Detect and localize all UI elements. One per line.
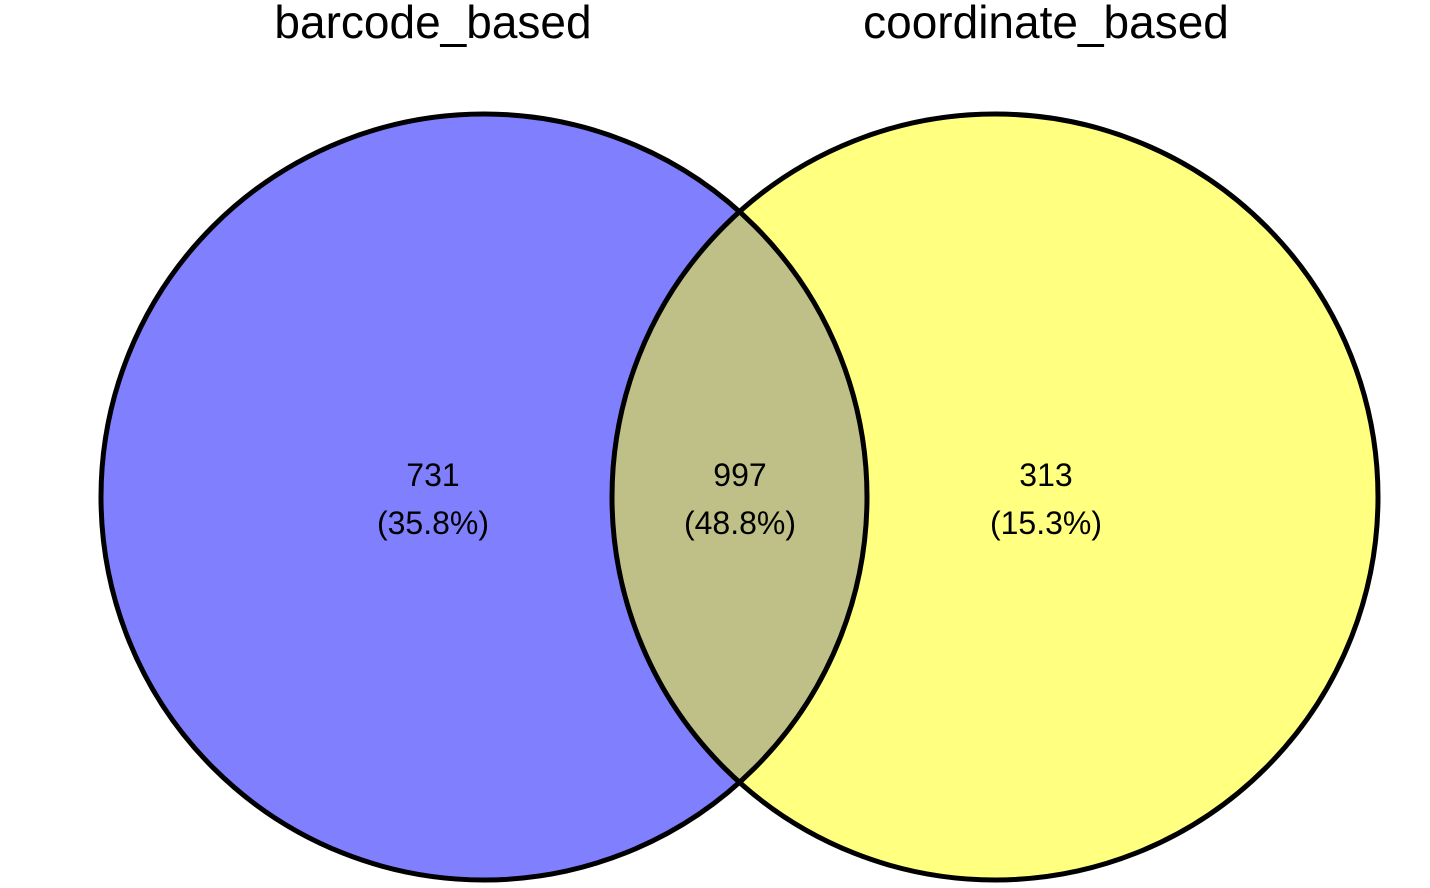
intersection-count: 997 — [713, 457, 766, 493]
set-outline-coordinate-based — [609, 111, 1381, 883]
right-only-count: 313 — [1019, 457, 1072, 493]
left-only-count: 731 — [406, 457, 459, 493]
intersection-region — [612, 114, 867, 880]
intersection-percent: (48.8%) — [684, 505, 796, 541]
set-title-left: barcode_based — [274, 0, 591, 48]
left-only-percent: (35.8%) — [377, 505, 489, 541]
right-only-percent: (15.3%) — [990, 505, 1102, 541]
set-title-right: coordinate_based — [863, 0, 1229, 48]
set-outline-barcode-based — [98, 111, 870, 883]
